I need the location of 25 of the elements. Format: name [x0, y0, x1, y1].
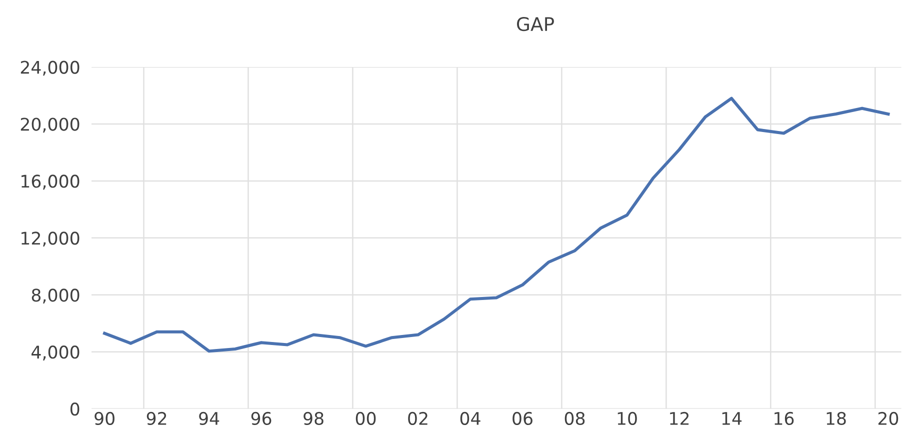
x-tick-label: 04	[460, 412, 480, 426]
x-tick-label: 00	[356, 412, 376, 426]
x-tick-label: 96	[251, 412, 272, 426]
y-tick-label: 0	[70, 402, 80, 416]
x-tick-label: 12	[670, 412, 689, 425]
chart-title: GAP	[516, 16, 554, 32]
y-tick-label: 16,000	[22, 174, 80, 190]
x-tick-label: 94	[199, 412, 220, 426]
x-tick-label: 20	[878, 412, 898, 426]
y-tick-label: 20,000	[20, 118, 80, 133]
x-tick-label: 92	[146, 412, 166, 426]
x-tick-label: 98	[304, 412, 324, 426]
x-tick-label: 90	[94, 412, 114, 426]
x-tick-label: 02	[408, 412, 428, 426]
y-tick-label: 24,000	[20, 60, 80, 76]
x-tick-label: 08	[564, 412, 585, 426]
y-tick-label: 4,000	[32, 346, 80, 360]
x-tick-label: 14	[722, 412, 742, 425]
x-tick-label: 18	[826, 412, 846, 426]
y-tick-label: 12,000	[22, 232, 80, 247]
y-tick-label: 8,000	[32, 288, 80, 304]
x-tick-label: 16	[774, 412, 794, 426]
x-tick-label: 06	[512, 412, 532, 426]
x-tick-label: 10	[618, 412, 637, 426]
line-series	[103, 96, 890, 353]
